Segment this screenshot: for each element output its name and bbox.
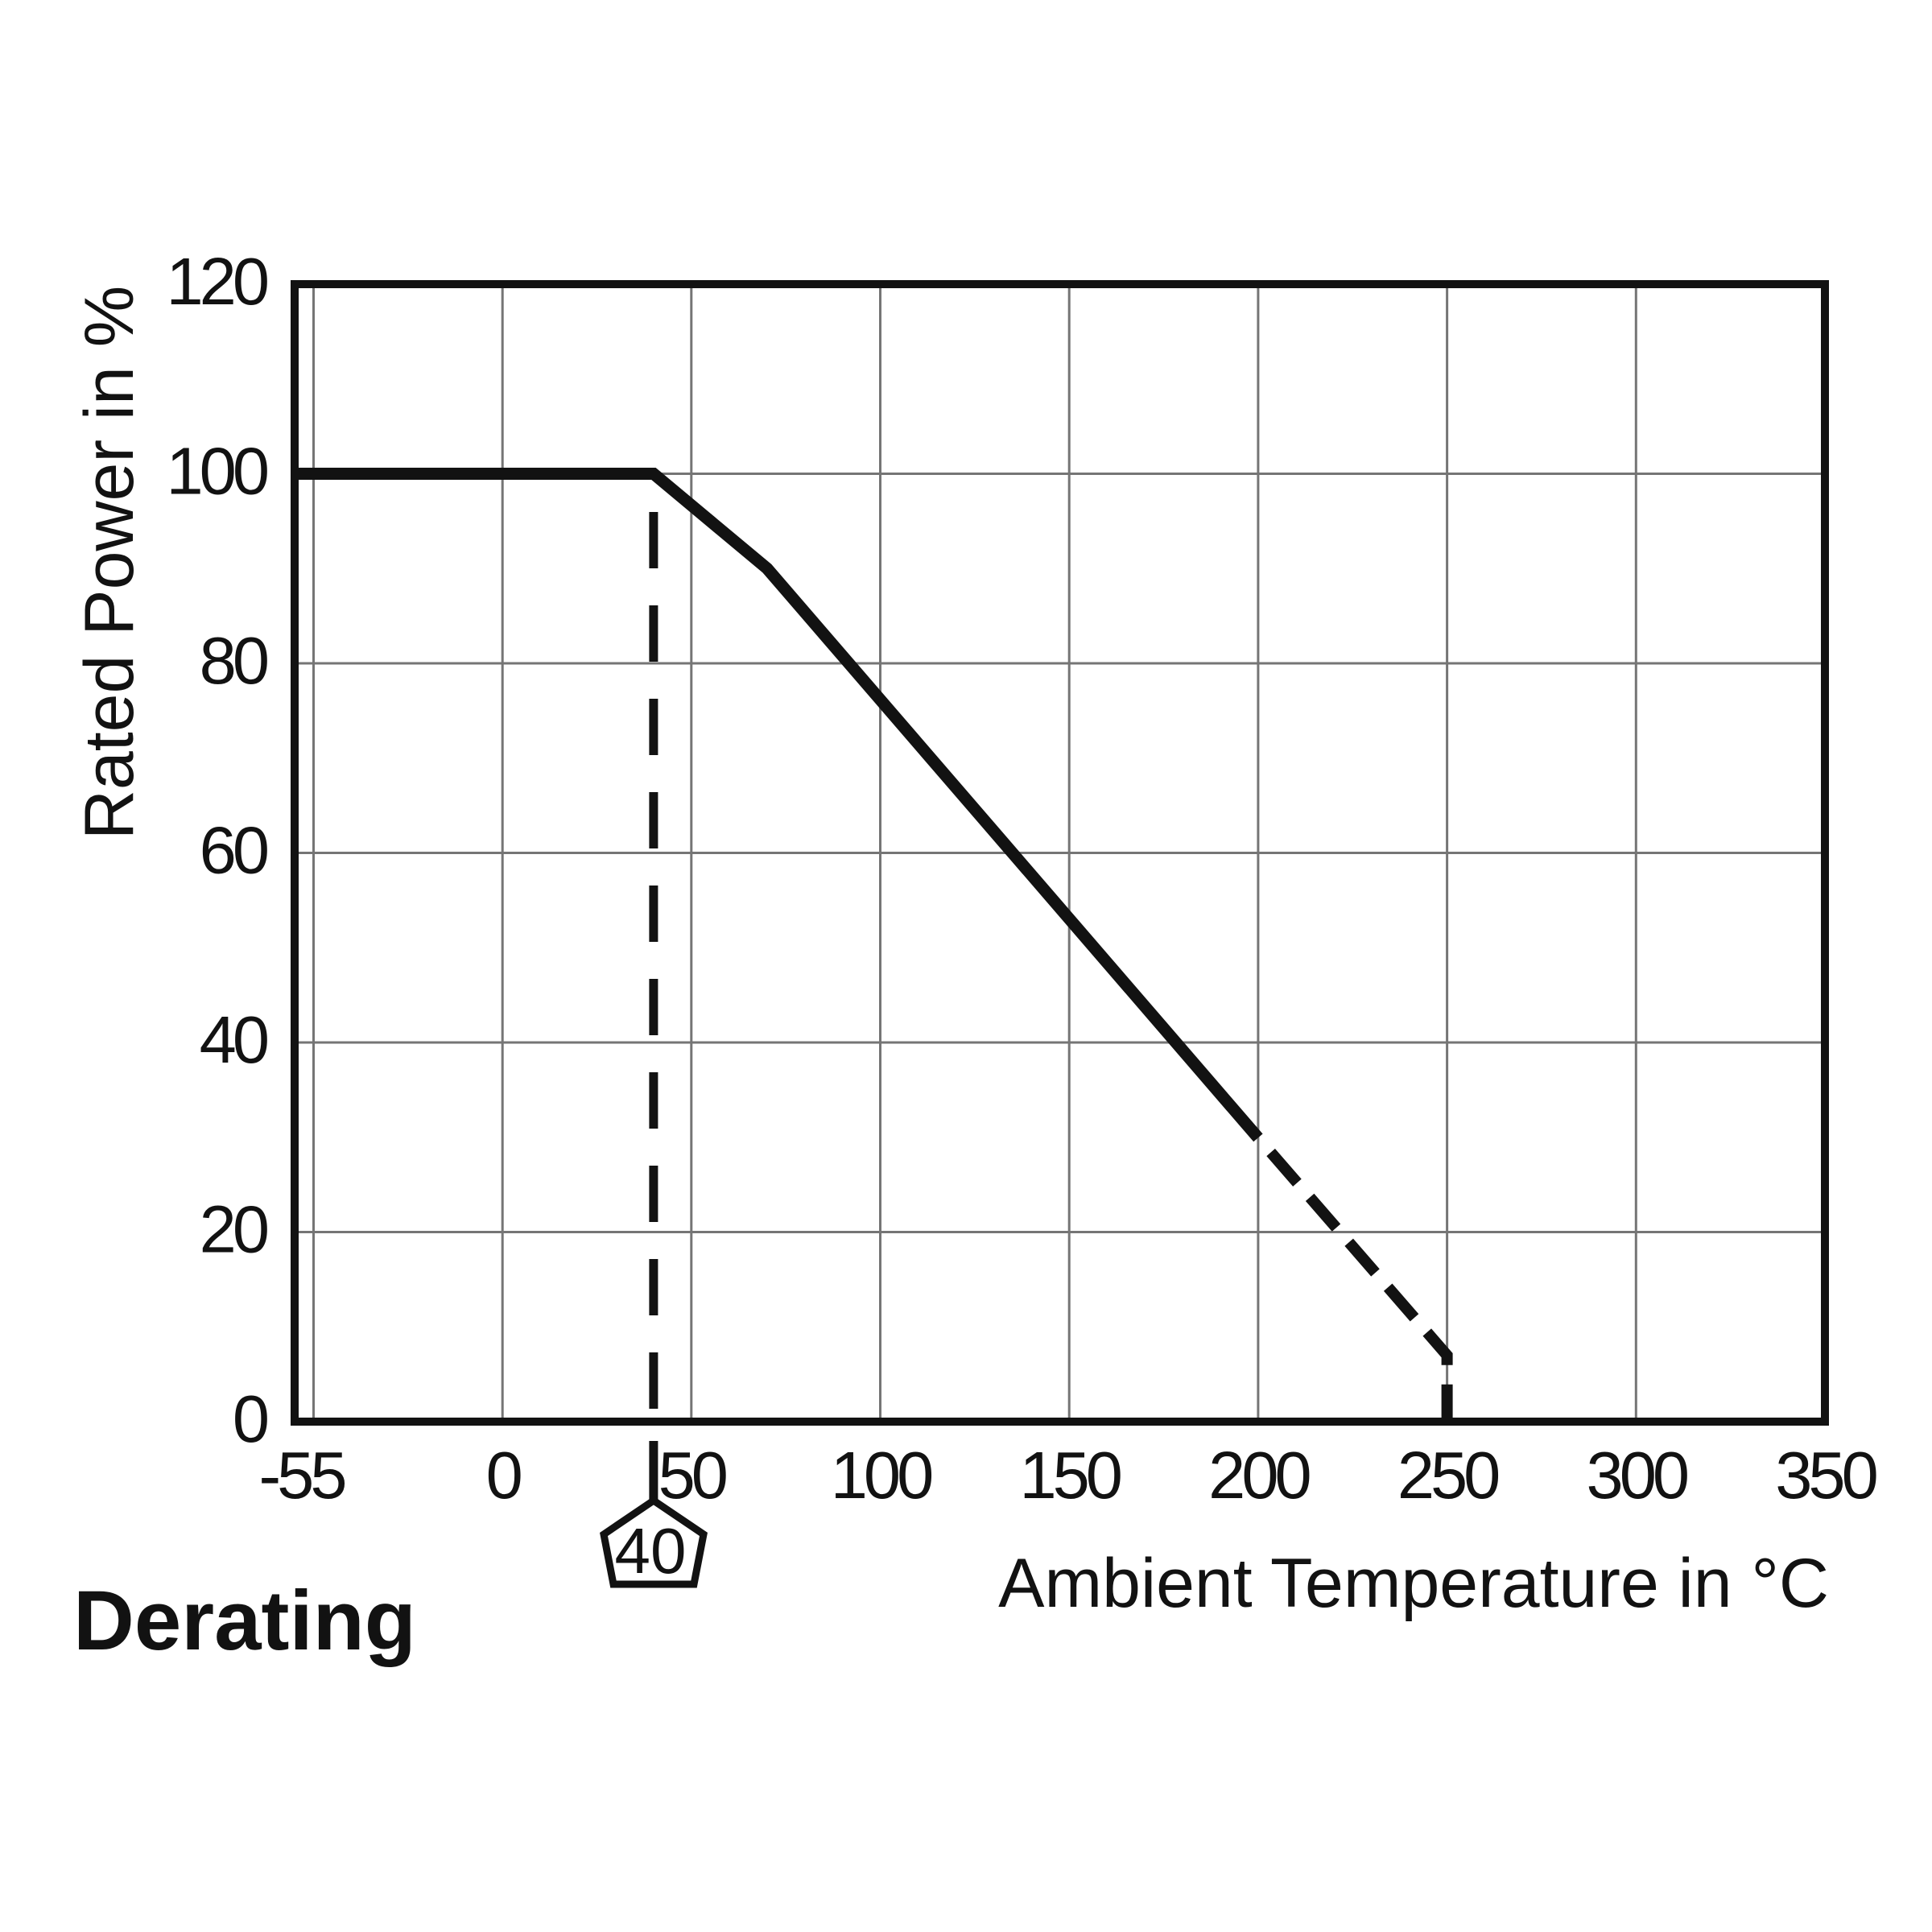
svg-text:250: 250	[1397, 1438, 1498, 1513]
svg-text:60: 60	[200, 813, 267, 888]
svg-text:150: 150	[1019, 1438, 1120, 1513]
svg-text:80: 80	[200, 623, 267, 698]
svg-text:100: 100	[831, 1438, 931, 1513]
svg-text:-55: -55	[259, 1438, 345, 1513]
svg-text:Ambient Temperature in °C: Ambient Temperature in °C	[998, 1545, 1829, 1622]
svg-text:0: 0	[486, 1438, 521, 1513]
svg-text:40: 40	[200, 1002, 267, 1077]
svg-text:120: 120	[167, 244, 267, 319]
svg-text:Rated Power in %: Rated Power in %	[71, 286, 148, 840]
svg-text:0: 0	[233, 1381, 267, 1456]
svg-text:350: 350	[1775, 1438, 1876, 1513]
svg-text:20: 20	[200, 1192, 267, 1267]
svg-text:200: 200	[1208, 1438, 1309, 1513]
svg-text:300: 300	[1587, 1438, 1687, 1513]
svg-text:Derating: Derating	[73, 1574, 416, 1668]
svg-text:50: 50	[658, 1438, 726, 1513]
svg-text:40: 40	[615, 1515, 687, 1587]
svg-text:100: 100	[167, 434, 267, 509]
